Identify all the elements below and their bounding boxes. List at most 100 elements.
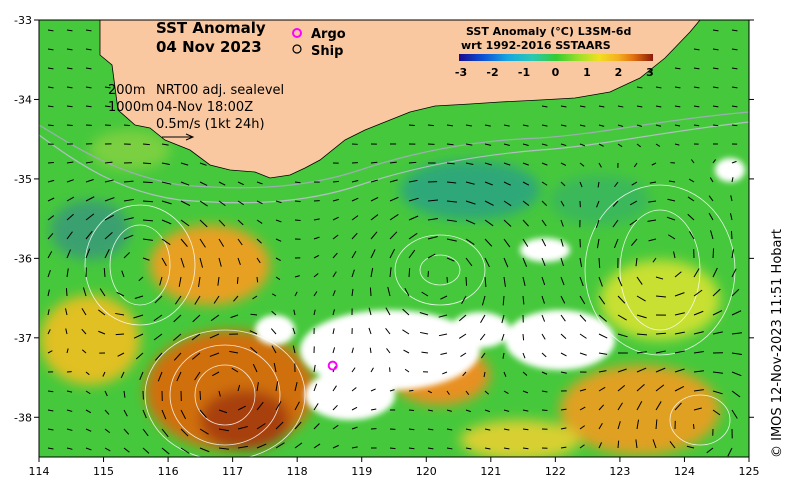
colorbar-tick-label: -1 [518, 66, 530, 79]
current-vector [522, 333, 525, 341]
current-vector [66, 348, 69, 354]
label-1000m: 1000m [108, 100, 154, 115]
current-vector [731, 48, 738, 51]
current-vector [541, 238, 547, 247]
current-vector [522, 162, 529, 166]
current-vector [199, 219, 208, 228]
current-vector [47, 161, 54, 164]
current-vector [370, 179, 378, 183]
title-line2: 04 Nov 2023 [156, 38, 262, 56]
current-vector [230, 314, 239, 319]
current-vector [484, 124, 491, 127]
x-tick-label: 124 [674, 465, 695, 478]
current-vector [66, 447, 73, 450]
current-vector [47, 309, 50, 316]
current-vector [389, 447, 396, 450]
current-vector [669, 440, 676, 449]
current-vector [389, 267, 392, 278]
current-vector [370, 161, 378, 164]
current-vector [479, 333, 486, 341]
x-tick-label: 119 [351, 465, 372, 478]
current-vector [120, 371, 125, 379]
current-vector [731, 160, 737, 164]
current-vector [636, 295, 646, 302]
current-vector [402, 329, 410, 335]
current-vector [731, 67, 738, 70]
current-vector [402, 308, 410, 316]
current-vector [541, 390, 548, 393]
current-vector [688, 178, 695, 183]
current-vector [104, 161, 113, 164]
current-vector [157, 371, 163, 382]
current-vector [522, 219, 529, 227]
current-vector [408, 161, 417, 164]
current-vector [560, 371, 567, 374]
current-vector [465, 276, 468, 286]
current-vector [123, 124, 131, 127]
current-vector [332, 290, 336, 297]
current-vector [199, 200, 208, 207]
current-vector [250, 346, 258, 354]
current-vector [446, 238, 457, 242]
current-vector [674, 67, 681, 70]
current-vector [731, 105, 738, 108]
current-vector [731, 332, 742, 335]
current-vector [560, 124, 567, 127]
current-vector [674, 402, 682, 411]
x-axis: 114 115 116 117 118 119 120 121 122 123 124 125 [29, 457, 760, 478]
current-vector [174, 295, 182, 305]
current-vector [180, 162, 189, 166]
current-vector [385, 328, 391, 335]
current-vector [446, 257, 455, 262]
x-tick-label: 114 [29, 465, 50, 478]
current-vector [370, 367, 374, 373]
current-vector [560, 105, 567, 108]
current-vector [541, 276, 546, 286]
current-vector [271, 310, 277, 316]
current-vector [66, 86, 73, 89]
current-vector [85, 409, 92, 414]
current-vector [522, 371, 528, 376]
y-tick-label: -36 [14, 252, 32, 265]
current-vector [465, 181, 475, 185]
current-vector [579, 162, 585, 167]
current-vector [294, 421, 302, 430]
current-vector [446, 219, 457, 222]
current-vector [313, 383, 318, 392]
current-vector [275, 276, 281, 281]
current-vector [273, 362, 277, 373]
current-vector [351, 367, 356, 373]
current-vector [462, 371, 467, 377]
current-vector [730, 195, 733, 202]
current-vector [161, 200, 172, 205]
current-vector [123, 217, 134, 221]
current-vector [313, 309, 316, 316]
current-vector [294, 275, 300, 278]
current-vector [408, 215, 419, 221]
sst-field [39, 20, 749, 457]
current-vector [123, 252, 130, 259]
current-vector [729, 213, 733, 221]
current-vector [666, 216, 676, 221]
current-vector [404, 288, 410, 297]
current-vector [292, 327, 296, 335]
current-vector [668, 234, 676, 240]
current-vector [65, 288, 68, 297]
current-vector [138, 276, 144, 282]
current-vector [66, 196, 75, 202]
current-vector [614, 181, 619, 188]
current-vector [116, 291, 125, 297]
current-vector [727, 447, 733, 457]
current-vector [123, 390, 126, 398]
current-vector [142, 200, 154, 203]
current-vector [598, 162, 602, 168]
current-vector [81, 328, 87, 335]
current-vector [237, 405, 247, 411]
current-vector [541, 295, 545, 304]
current-vector [294, 181, 301, 184]
current-vector [458, 333, 467, 339]
current-vector [598, 314, 607, 322]
current-vector [389, 248, 396, 259]
current-vector [427, 217, 438, 221]
current-vector [178, 276, 182, 287]
